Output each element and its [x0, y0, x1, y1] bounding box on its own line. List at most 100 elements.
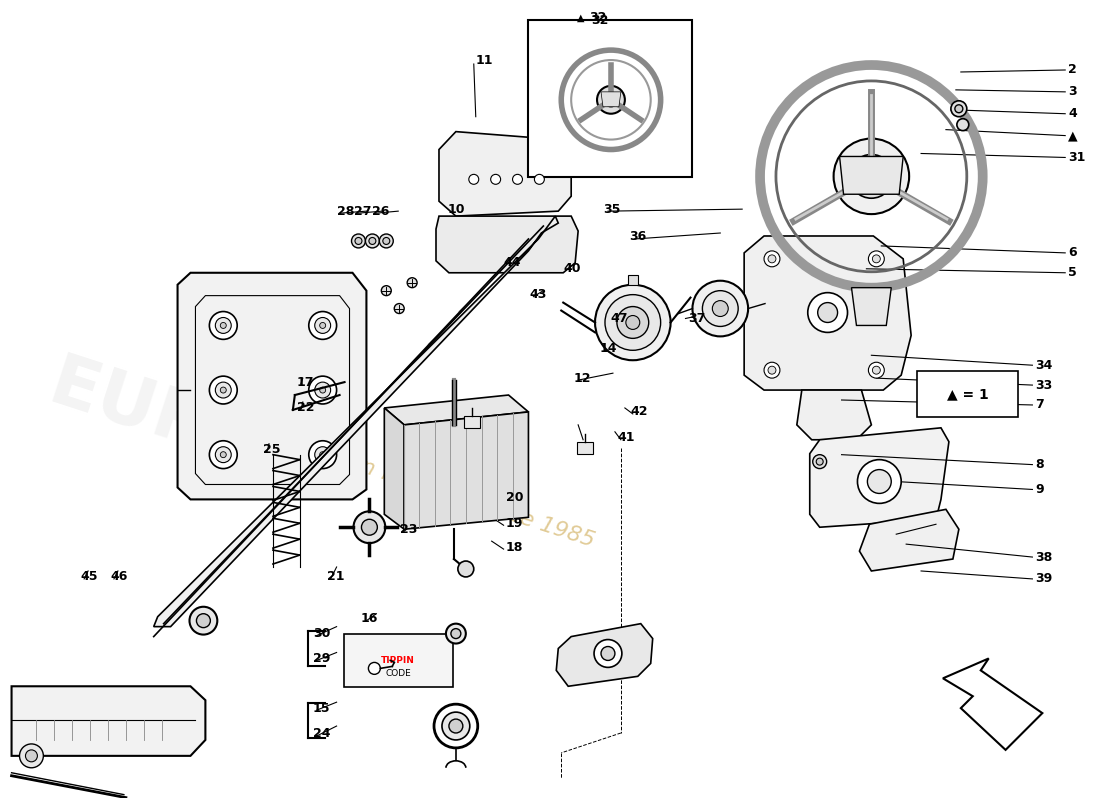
- Text: 34: 34: [1035, 358, 1053, 372]
- Polygon shape: [839, 157, 903, 194]
- Text: EUROPI: EUROPI: [40, 350, 351, 510]
- Circle shape: [320, 322, 326, 329]
- Circle shape: [394, 303, 404, 314]
- Text: 19: 19: [506, 517, 522, 530]
- FancyBboxPatch shape: [917, 371, 1019, 417]
- Text: 35: 35: [603, 202, 620, 216]
- Circle shape: [764, 251, 780, 267]
- Text: 16: 16: [361, 612, 377, 625]
- Polygon shape: [436, 216, 579, 273]
- Text: 44: 44: [504, 256, 521, 270]
- Text: 45: 45: [80, 570, 98, 583]
- Polygon shape: [601, 92, 620, 106]
- Circle shape: [604, 93, 618, 106]
- Circle shape: [309, 441, 337, 469]
- Circle shape: [764, 362, 780, 378]
- Circle shape: [868, 362, 884, 378]
- Text: 12: 12: [573, 372, 591, 385]
- Circle shape: [957, 118, 969, 130]
- Circle shape: [315, 446, 331, 462]
- Text: 31: 31: [1068, 151, 1086, 164]
- Text: 22: 22: [297, 402, 315, 414]
- Circle shape: [220, 322, 227, 329]
- Circle shape: [703, 290, 738, 326]
- Circle shape: [220, 452, 227, 458]
- Circle shape: [353, 511, 385, 543]
- Text: ▲: ▲: [578, 12, 585, 22]
- Circle shape: [807, 293, 847, 333]
- Circle shape: [209, 311, 238, 339]
- Circle shape: [382, 286, 392, 296]
- Text: 6: 6: [1068, 246, 1077, 259]
- Text: CODE: CODE: [385, 669, 411, 678]
- Text: 28: 28: [337, 205, 354, 218]
- Text: 37: 37: [689, 312, 706, 325]
- Circle shape: [368, 662, 381, 674]
- Circle shape: [362, 519, 377, 535]
- Circle shape: [379, 234, 394, 248]
- Circle shape: [872, 366, 880, 374]
- Circle shape: [513, 174, 522, 184]
- Text: 36: 36: [629, 230, 646, 243]
- Text: 25: 25: [263, 443, 280, 456]
- Circle shape: [601, 646, 615, 661]
- Circle shape: [407, 278, 417, 288]
- Circle shape: [458, 561, 474, 577]
- Circle shape: [216, 382, 231, 398]
- Text: 42: 42: [630, 406, 648, 418]
- Circle shape: [950, 101, 967, 117]
- Text: 7: 7: [1035, 398, 1044, 411]
- Circle shape: [861, 166, 881, 186]
- Circle shape: [858, 460, 901, 503]
- Circle shape: [768, 366, 776, 374]
- Circle shape: [713, 301, 728, 317]
- Polygon shape: [384, 395, 528, 425]
- Text: 2: 2: [1068, 63, 1077, 77]
- Circle shape: [355, 238, 362, 245]
- Circle shape: [868, 470, 891, 494]
- Text: 46: 46: [110, 570, 128, 583]
- Text: 3: 3: [1068, 86, 1077, 98]
- Polygon shape: [578, 442, 593, 454]
- Text: 20: 20: [506, 491, 524, 504]
- Circle shape: [320, 387, 326, 393]
- Circle shape: [872, 255, 880, 263]
- Polygon shape: [464, 416, 480, 428]
- Circle shape: [868, 251, 884, 267]
- Circle shape: [20, 744, 43, 768]
- Polygon shape: [943, 658, 1043, 750]
- Circle shape: [383, 238, 389, 245]
- Polygon shape: [744, 236, 911, 390]
- Text: 47: 47: [610, 312, 627, 325]
- Text: 32: 32: [590, 11, 606, 24]
- Circle shape: [216, 446, 231, 462]
- Text: 29: 29: [312, 652, 330, 665]
- Circle shape: [535, 174, 544, 184]
- Polygon shape: [628, 274, 638, 285]
- Text: 24: 24: [312, 727, 330, 741]
- Circle shape: [816, 458, 823, 465]
- Polygon shape: [796, 390, 871, 440]
- Circle shape: [315, 318, 331, 334]
- Circle shape: [446, 624, 465, 643]
- Circle shape: [617, 306, 649, 338]
- Polygon shape: [12, 686, 206, 756]
- Circle shape: [491, 174, 501, 184]
- Circle shape: [25, 750, 37, 762]
- Text: 41: 41: [618, 431, 636, 444]
- Circle shape: [813, 454, 826, 469]
- Circle shape: [451, 629, 461, 638]
- Circle shape: [605, 294, 661, 350]
- Text: 17: 17: [297, 376, 315, 389]
- Text: 8: 8: [1035, 458, 1044, 471]
- Text: 4: 4: [1068, 107, 1077, 120]
- Text: 5: 5: [1068, 266, 1077, 279]
- Circle shape: [189, 606, 218, 634]
- Text: TIPPIN: TIPPIN: [382, 656, 415, 665]
- Text: 30: 30: [312, 627, 330, 640]
- Text: 39: 39: [1035, 573, 1053, 586]
- Circle shape: [834, 138, 909, 214]
- Polygon shape: [404, 412, 528, 530]
- Text: 40: 40: [563, 262, 581, 275]
- Circle shape: [442, 712, 470, 740]
